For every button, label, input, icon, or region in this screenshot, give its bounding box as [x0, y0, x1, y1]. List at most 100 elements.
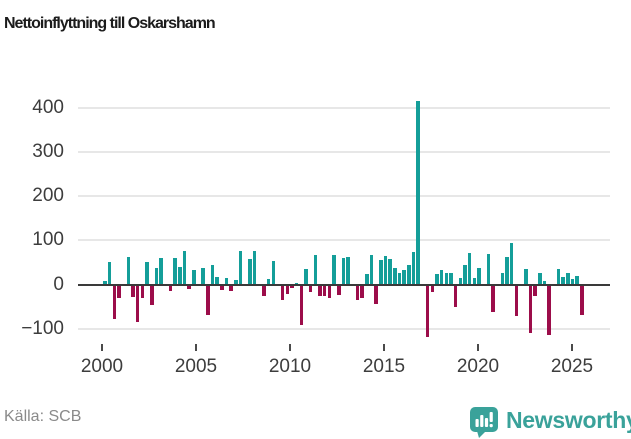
- bar: [341, 258, 346, 285]
- bar: [308, 284, 313, 293]
- newsworthy-bar-chart-badge-icon: [470, 407, 498, 438]
- bar: [538, 273, 542, 285]
- bar: [182, 250, 187, 285]
- bar: [463, 264, 467, 285]
- bar: [369, 254, 374, 285]
- bar: [192, 269, 196, 285]
- bar: [280, 284, 285, 301]
- bar: [224, 277, 229, 285]
- zero-line: [78, 283, 610, 286]
- bar: [248, 259, 252, 285]
- bar: [514, 284, 519, 317]
- bar: [533, 284, 537, 297]
- bar: [178, 267, 182, 285]
- y-axis-tick-label: −100: [21, 317, 64, 339]
- bar: [393, 267, 397, 285]
- bar: [566, 272, 570, 285]
- bar: [145, 262, 149, 285]
- bar: [252, 251, 257, 285]
- bar: [154, 268, 159, 285]
- bar: [299, 284, 304, 325]
- gridline: [78, 195, 610, 198]
- bar: [444, 272, 449, 285]
- bar: [524, 268, 528, 285]
- bar: [547, 284, 551, 335]
- bar: [472, 278, 477, 285]
- bar: [365, 274, 369, 285]
- bar: [435, 274, 439, 285]
- bar: [131, 284, 135, 297]
- bar: [117, 284, 121, 298]
- bar: [425, 284, 430, 338]
- bar: [411, 251, 416, 285]
- x-axis-tick-mark: [101, 344, 103, 351]
- bar: [206, 284, 210, 316]
- bar: [234, 279, 238, 285]
- x-axis-tick-label: 2025: [550, 356, 594, 377]
- x-axis-tick-label: 2000: [80, 356, 124, 377]
- bar: [449, 272, 453, 285]
- bar: [556, 268, 561, 285]
- bar: [126, 257, 131, 285]
- y-axis: 400 300 200 100 0 −100: [0, 90, 64, 348]
- bar: [107, 261, 112, 285]
- x-axis-tick-mark: [477, 344, 479, 351]
- y-axis-tick-label: 0: [53, 273, 64, 295]
- plot-area: [78, 90, 610, 348]
- bar: [173, 257, 177, 285]
- bar: [346, 256, 350, 285]
- x-axis-tick-mark: [383, 344, 385, 351]
- bar: [187, 284, 191, 289]
- bar: [318, 284, 322, 297]
- x-axis-tick-label: 2005: [174, 356, 218, 377]
- bar: [220, 284, 224, 290]
- bar: [477, 267, 481, 285]
- bar: [229, 284, 233, 292]
- bar: [332, 254, 336, 285]
- y-axis-tick-label: 200: [32, 185, 64, 207]
- bar: [486, 253, 491, 285]
- bar: [322, 284, 327, 297]
- newsworthy-wordmark: Newsworthy: [506, 407, 631, 433]
- x-axis-tick-label: 2010: [268, 356, 312, 377]
- bar: [528, 284, 533, 333]
- bar: [388, 259, 392, 285]
- gridline: [78, 107, 610, 110]
- bar: [112, 284, 117, 319]
- bar: [266, 279, 271, 285]
- bar: [304, 268, 308, 285]
- bar: [383, 255, 388, 285]
- bar: [397, 272, 402, 285]
- bar: [337, 284, 341, 296]
- y-axis-tick-label: 400: [32, 97, 64, 119]
- bar: [505, 256, 509, 285]
- bar: [491, 284, 495, 313]
- x-axis-tick-label: 2015: [362, 356, 406, 377]
- x-axis-tick-mark: [195, 344, 197, 351]
- bar: [215, 277, 219, 285]
- x-axis-tick-mark: [571, 344, 573, 351]
- bar: [135, 284, 140, 322]
- bar: [201, 267, 205, 285]
- bar: [210, 264, 215, 285]
- bar: [271, 261, 276, 285]
- x-axis-tick-mark: [289, 344, 291, 351]
- bar: [467, 252, 472, 285]
- bar: [355, 284, 360, 300]
- bar: [407, 264, 411, 285]
- bar: [285, 284, 290, 295]
- gridline: [78, 239, 610, 242]
- bar: [290, 284, 294, 289]
- bar: [327, 284, 332, 298]
- bar: [430, 284, 434, 292]
- bar: [360, 284, 364, 298]
- bar: [453, 284, 458, 308]
- y-axis-tick-label: 100: [32, 229, 64, 251]
- bar: [439, 269, 444, 285]
- bar: [168, 284, 173, 292]
- x-axis-tick-label: 2020: [456, 356, 500, 377]
- bar: [500, 273, 505, 285]
- bar: [570, 279, 575, 285]
- x-axis: 2000 2005 2010 2015 2020 2025: [78, 344, 610, 384]
